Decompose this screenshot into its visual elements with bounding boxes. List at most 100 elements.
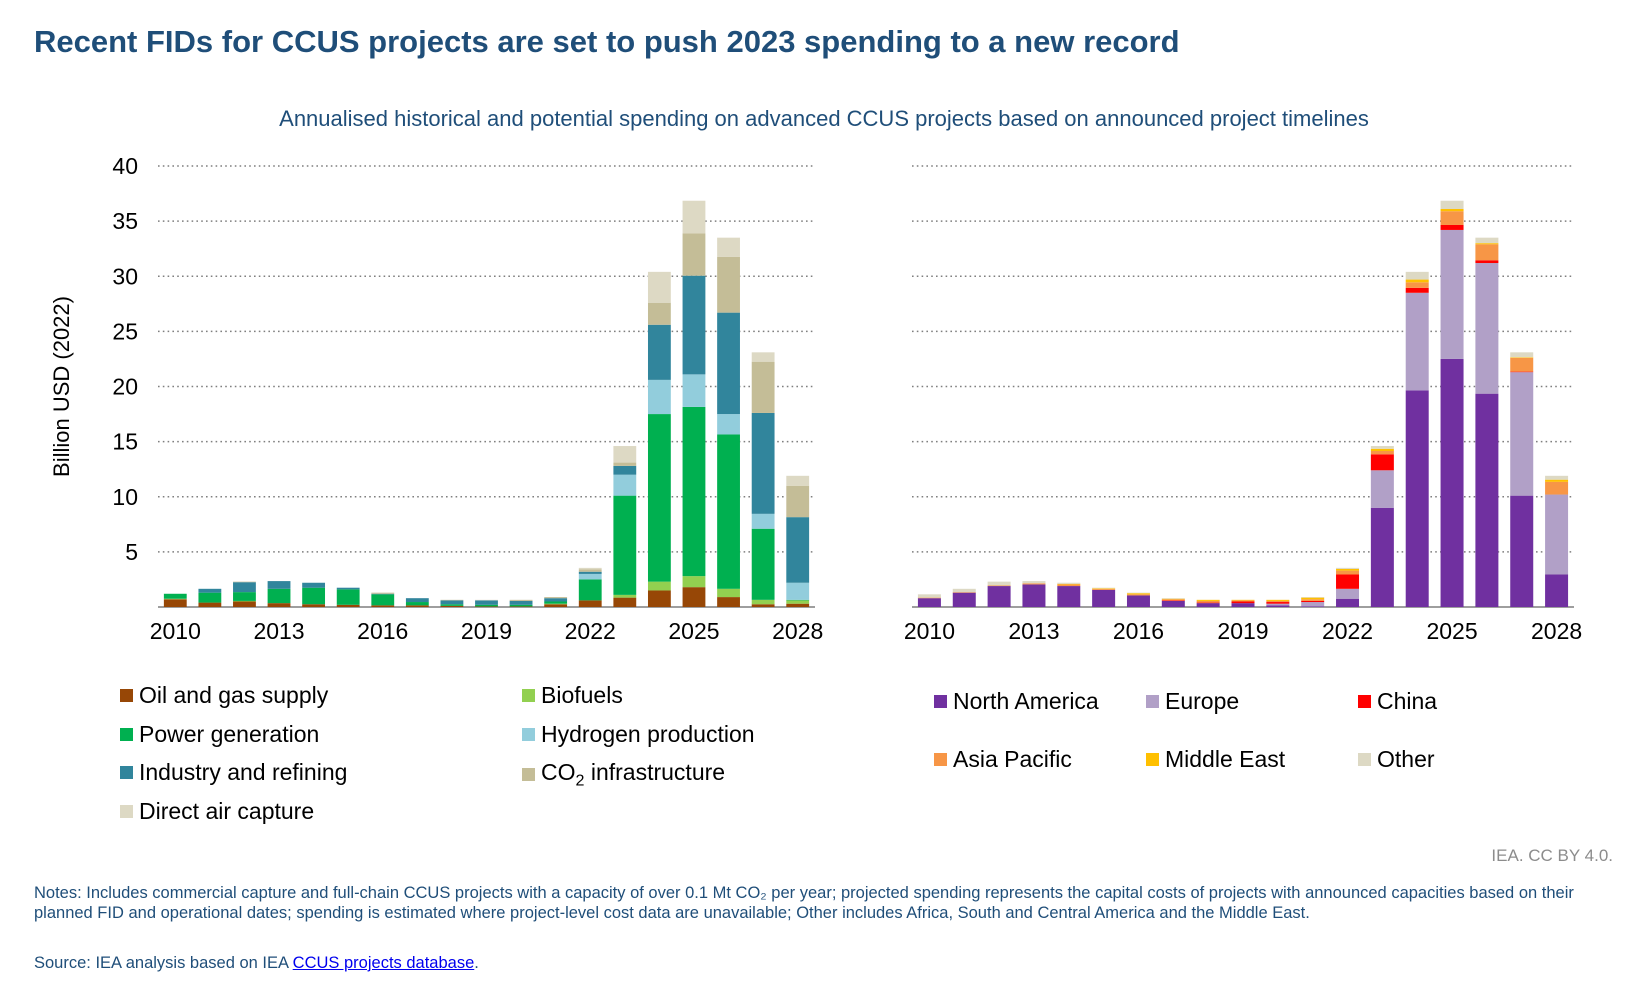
x-tick-label: 2025 <box>668 618 719 644</box>
bar-segment-other-2022 <box>1336 567 1360 569</box>
y-tick-label: 40 <box>112 153 138 179</box>
x-tick-label: 2019 <box>461 618 512 644</box>
x-tick-label: 2019 <box>1217 618 1268 644</box>
bar-segment-oil-and-gas-supply-2018 <box>440 605 464 607</box>
legend-item: China <box>1358 688 1437 715</box>
legend-label: Direct air capture <box>139 798 315 824</box>
bar-segment-asia-pacific-2027 <box>1510 357 1534 372</box>
bar-segment-direct-air-capture-2024 <box>647 271 671 303</box>
legend-label: North America <box>953 688 1099 714</box>
legend-item: Biofuels <box>522 682 623 709</box>
bar-segment-hydrogen-production-2025 <box>682 374 706 407</box>
bar-segment-power-generation-2028 <box>786 599 810 601</box>
bar-segment-north-america-2028 <box>1545 574 1569 607</box>
bar-segment-north-america-2023 <box>1370 507 1394 607</box>
bar-segment-asia-pacific-2018 <box>1196 600 1220 603</box>
bar-segment-north-america-2012 <box>987 586 1011 607</box>
notes-text: Notes: Includes commercial capture and f… <box>34 884 1574 922</box>
bar-segment-industry-and-refining-2021 <box>544 598 568 602</box>
bar-segment-oil-and-gas-supply-2020 <box>509 606 533 607</box>
bar-segment-asia-pacific-2022 <box>1336 570 1360 575</box>
bar-segment-oil-and-gas-supply-2010 <box>163 599 187 607</box>
bar-segment-industry-and-refining-2011 <box>198 588 222 593</box>
bar-segment-asia-pacific-2017 <box>1161 599 1185 601</box>
legend-swatch <box>522 768 535 782</box>
y-tick-label: 30 <box>112 263 138 289</box>
bar-segment-middle-east-2023 <box>1370 448 1394 451</box>
bar-segment-oil-and-gas-supply-2011 <box>198 602 222 607</box>
bar-segment-china-2021 <box>1301 600 1325 603</box>
x-tick-label: 2016 <box>357 618 408 644</box>
x-tick-label: 2010 <box>904 618 955 644</box>
legend-swatch <box>1146 695 1159 708</box>
bar-segment-north-america-2019 <box>1231 603 1255 607</box>
legend-swatch <box>1358 695 1371 708</box>
bar-segment-industry-and-refining-2020 <box>509 600 533 605</box>
legend-swatch <box>934 753 947 766</box>
bar-segment-oil-and-gas-supply-2016 <box>371 605 395 607</box>
source-suffix: . <box>474 954 479 972</box>
bar-segment-biofuels-2028 <box>786 600 810 604</box>
bar-segment-other-2026 <box>1475 237 1499 244</box>
legend-label: Middle East <box>1165 746 1286 772</box>
bar-segment-power-generation-2020 <box>509 604 533 607</box>
legend-swatch <box>1358 753 1371 766</box>
bar-segment-co2-infrastructure-2023 <box>613 462 637 466</box>
bar-segment-other-2023 <box>1370 446 1394 449</box>
legend-swatch <box>120 805 133 818</box>
bar-segment-power-generation-2013 <box>267 588 291 604</box>
source-link[interactable]: CCUS projects database <box>292 954 475 972</box>
bar-segment-europe-2024 <box>1405 292 1429 391</box>
bar-segment-other-2028 <box>1545 475 1569 480</box>
bar-segment-asia-pacific-2024 <box>1405 282 1429 288</box>
bar-segment-other-2013 <box>1022 581 1046 584</box>
bar-segment-europe-2020 <box>1266 603 1290 606</box>
bar-segment-industry-and-refining-2024 <box>647 324 671 380</box>
bar-segment-china-2022 <box>1336 574 1360 589</box>
legend-item: Hydrogen production <box>522 721 755 748</box>
bar-segment-power-generation-2010 <box>163 593 187 599</box>
bar-segment-industry-and-refining-2019 <box>475 600 498 605</box>
bar-segment-asia-pacific-2012 <box>987 585 1011 587</box>
bar-segment-middle-east-2027 <box>1510 357 1534 358</box>
bar-segment-north-america-2024 <box>1405 390 1429 607</box>
bar-segment-power-generation-2021 <box>544 601 568 604</box>
bar-segment-oil-and-gas-supply-2017 <box>405 605 429 607</box>
bar-segment-europe-2027 <box>1510 372 1534 496</box>
legend-item: Asia Pacific <box>934 746 1072 773</box>
bar-segment-europe-2028 <box>1545 494 1569 575</box>
bar-segment-other-2015 <box>1092 587 1116 589</box>
bar-segment-industry-and-refining-2025 <box>682 275 706 375</box>
legend-swatch <box>120 766 133 779</box>
bar-segment-direct-air-capture-2027 <box>751 352 775 362</box>
bar-segment-middle-east-2015 <box>1092 588 1116 589</box>
bar-segment-china-2027 <box>1510 371 1534 373</box>
bar-segment-middle-east-2028 <box>1545 479 1569 482</box>
bar-segment-middle-east-2024 <box>1405 279 1429 283</box>
bar-segment-power-generation-2017 <box>405 602 429 606</box>
bar-segment-biofuels-2024 <box>647 581 671 591</box>
bar-segment-industry-and-refining-2012 <box>233 582 256 593</box>
bar-segment-china-2019 <box>1231 601 1255 604</box>
bar-segment-power-generation-2022 <box>578 579 602 601</box>
y-tick-label: 15 <box>112 429 138 455</box>
bar-segment-power-generation-2023 <box>613 495 637 595</box>
bar-segment-industry-and-refining-2015 <box>336 587 360 590</box>
bar-segment-industry-and-refining-2014 <box>302 582 326 588</box>
bar-segment-middle-east-2021 <box>1301 597 1325 600</box>
bar-segment-north-america-2010 <box>917 598 941 607</box>
x-tick-label: 2028 <box>772 618 823 644</box>
bar-segment-power-generation-2027 <box>751 528 775 600</box>
bar-segment-asia-pacific-2011 <box>952 592 976 593</box>
bar-segment-direct-air-capture-2025 <box>682 200 706 234</box>
x-tick-label: 2028 <box>1531 618 1582 644</box>
bar-segment-other-2021 <box>1301 597 1325 598</box>
bar-segment-middle-east-2014 <box>1057 583 1081 585</box>
bar-segment-oil-and-gas-supply-2013 <box>267 603 291 607</box>
bar-segment-china-2025 <box>1440 224 1464 230</box>
y-tick-label: 20 <box>112 374 138 400</box>
bar-segment-co2-infrastructure-2025 <box>682 233 706 276</box>
bar-segment-middle-east-2017 <box>1161 598 1185 600</box>
bar-segment-industry-and-refining-2018 <box>440 600 464 605</box>
